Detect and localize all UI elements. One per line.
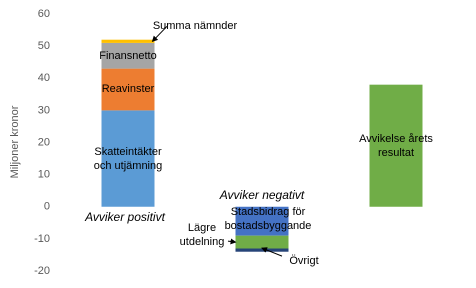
annotation-arrow bbox=[261, 247, 283, 257]
bar-segment bbox=[235, 206, 289, 236]
segment-label: Övrigt bbox=[289, 255, 319, 268]
y-tick-label: 0 bbox=[44, 201, 50, 213]
annotation-arrow bbox=[151, 25, 168, 43]
y-axis-title: Miljoner kronor bbox=[9, 105, 21, 178]
segment-label: Lägre utdelning bbox=[179, 222, 225, 249]
bar-segment bbox=[235, 248, 289, 252]
y-tick-label: 30 bbox=[38, 104, 50, 116]
y-tick-label: -10 bbox=[34, 233, 50, 245]
y-tick-label: 20 bbox=[38, 136, 50, 148]
y-tick-label: 40 bbox=[38, 72, 50, 84]
x-tick-label: Avviker negativt bbox=[219, 187, 305, 202]
segment-label: Reavinster bbox=[101, 83, 155, 96]
bar-segment bbox=[235, 235, 289, 249]
segment-label: Summa nämnder bbox=[152, 20, 238, 33]
x-tick-label: Avviker positivt bbox=[85, 209, 165, 224]
y-tick-label: -20 bbox=[34, 265, 50, 277]
bar-segment bbox=[101, 110, 155, 207]
segment-label: Avvikelse årets resultat bbox=[359, 132, 433, 159]
bar-segment bbox=[101, 68, 155, 111]
segment-label: Stadsbidrag för bostadsbyggande bbox=[224, 206, 312, 233]
bar-segment bbox=[101, 39, 155, 43]
y-tick-label: 60 bbox=[38, 8, 50, 20]
segment-label: Skatteintäkter och utjämning bbox=[93, 145, 163, 172]
bar-segment bbox=[369, 84, 423, 207]
segment-label: Finansnetto bbox=[99, 49, 157, 62]
y-tick-label: 10 bbox=[38, 169, 50, 181]
y-tick-label: 50 bbox=[38, 40, 50, 52]
bar-segment bbox=[101, 42, 155, 69]
annotation-arrow bbox=[227, 238, 237, 245]
